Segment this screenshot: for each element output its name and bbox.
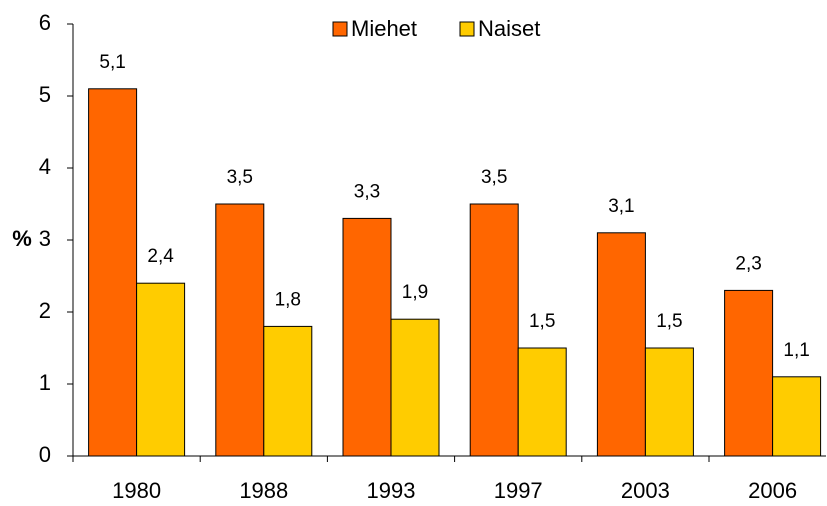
bar: [390, 318, 440, 457]
bar: [724, 289, 774, 457]
y-tick-label: 6: [39, 10, 51, 35]
y-tick-label: 4: [39, 154, 51, 179]
value-label: 3,5: [481, 167, 507, 188]
value-label: 5,1: [99, 52, 125, 73]
y-tick-label: 3: [39, 226, 51, 251]
value-label: 1,9: [402, 282, 428, 303]
bar: [469, 203, 519, 457]
value-label: 2,4: [147, 246, 174, 267]
value-label: 2,3: [735, 253, 761, 274]
legend-swatch: [332, 21, 348, 37]
x-tick-label: 1980: [112, 478, 161, 503]
value-label: 1,5: [529, 311, 555, 332]
value-label: 1,5: [656, 311, 682, 332]
y-axis-label: %: [12, 226, 32, 251]
value-label: 3,3: [354, 181, 380, 202]
bar: [342, 217, 392, 457]
x-tick-label: 2003: [621, 478, 670, 503]
x-tick-label: 1988: [239, 478, 288, 503]
bar: [263, 325, 313, 457]
y-tick-label: 0: [39, 442, 51, 467]
y-tick-label: 2: [39, 298, 51, 323]
legend-label: Miehet: [351, 16, 417, 41]
bar: [596, 232, 646, 457]
y-tick-label: 1: [39, 370, 51, 395]
value-label: 1,8: [275, 289, 301, 310]
bar: [772, 376, 822, 457]
bar: [517, 347, 567, 457]
bar: [644, 347, 694, 457]
x-tick-label: 1993: [367, 478, 416, 503]
legend-label: Naiset: [478, 16, 540, 41]
x-tick-label: 1997: [494, 478, 543, 503]
value-label: 1,1: [783, 340, 809, 361]
bar: [215, 203, 265, 457]
bar: [88, 88, 138, 457]
y-tick-label: 5: [39, 82, 51, 107]
legend-swatch: [459, 21, 475, 37]
value-label: 3,5: [227, 167, 253, 188]
bar: [136, 282, 186, 457]
value-label: 3,1: [608, 196, 634, 217]
x-tick-label: 2006: [748, 478, 797, 503]
